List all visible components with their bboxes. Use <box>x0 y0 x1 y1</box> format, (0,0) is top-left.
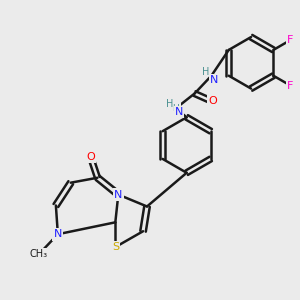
Text: O: O <box>86 152 95 162</box>
Text: F: F <box>287 81 294 91</box>
Text: N: N <box>172 103 180 113</box>
Text: N: N <box>175 107 183 117</box>
Text: N: N <box>114 190 122 200</box>
Text: F: F <box>287 35 294 45</box>
Text: H: H <box>202 67 209 77</box>
Text: H: H <box>166 99 173 110</box>
Text: N: N <box>210 75 219 85</box>
Text: H: H <box>172 104 179 113</box>
Text: S: S <box>112 242 119 252</box>
Text: O: O <box>208 97 217 106</box>
Text: N: N <box>54 229 62 239</box>
Text: CH₃: CH₃ <box>30 249 48 259</box>
